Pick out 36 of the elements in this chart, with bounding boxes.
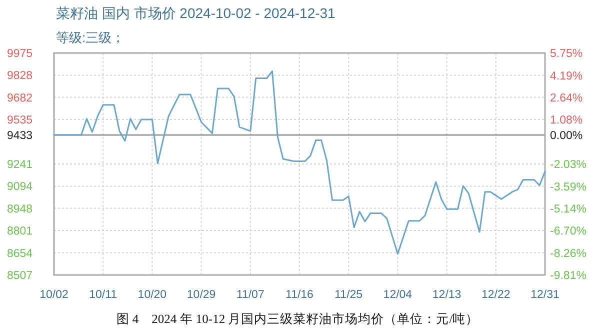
- y-tick-label: 8948: [7, 203, 33, 216]
- x-tick-label: 10/20: [138, 289, 167, 301]
- y2-tick-label: -9.81%: [550, 270, 586, 282]
- x-tick-label: 11/16: [286, 289, 314, 301]
- y2-tick-label: 0.00%: [550, 130, 583, 142]
- x-tick-label: 10/11: [89, 289, 118, 301]
- y2-tick-label: 1.08%: [550, 114, 583, 127]
- y2-tick-label: -6.70%: [550, 226, 586, 238]
- y2-tick-label: 4.19%: [550, 70, 583, 82]
- y-tick-label: 9535: [7, 114, 33, 127]
- y-tick-label: 9241: [7, 159, 33, 171]
- x-tick-label: 11/07: [236, 289, 264, 301]
- y2-tick-label: -8.26%: [550, 248, 586, 260]
- chart-title: 菜籽油 国内 市场价 2024-10-02 - 2024-12-31: [56, 5, 336, 21]
- y-tick-label: 8507: [7, 270, 33, 282]
- x-tick-label: 11/25: [334, 289, 363, 301]
- y2-tick-label: -2.03%: [550, 159, 586, 171]
- y-tick-label: 9433: [7, 130, 33, 142]
- y2-tick-label: -3.59%: [550, 181, 586, 194]
- x-tick-label: 12/04: [383, 289, 413, 301]
- y-tick-label: 9682: [7, 92, 33, 104]
- y-tick-label: 9828: [7, 70, 33, 82]
- x-tick-label: 12/31: [530, 289, 560, 301]
- y-tick-label: 9975: [7, 48, 33, 60]
- y2-tick-label: 2.64%: [550, 92, 583, 104]
- y2-tick-label: -5.14%: [550, 203, 586, 216]
- x-tick-label: 10/02: [40, 289, 68, 301]
- caption: 图 4 2024 年 10-12 月国内三级菜籽油市场均价（单位：元/吨）: [116, 312, 479, 326]
- x-tick-label: 12/13: [432, 289, 462, 301]
- y2-tick-label: 5.75%: [550, 48, 583, 60]
- y-tick-label: 9094: [7, 181, 34, 194]
- chart-subtitle: 等级:三级；: [56, 30, 125, 45]
- x-tick-label: 12/22: [482, 289, 510, 301]
- y-tick-label: 8654: [7, 248, 34, 260]
- x-tick-label: 10/29: [186, 289, 216, 301]
- y-tick-label: 8801: [7, 226, 33, 238]
